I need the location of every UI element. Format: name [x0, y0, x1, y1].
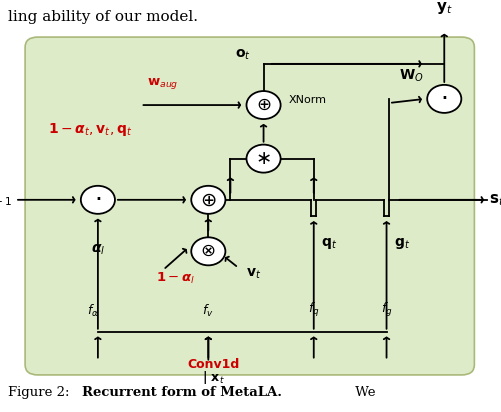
Text: $\mathbf{W}_{O}$: $\mathbf{W}_{O}$: [398, 68, 423, 84]
Text: $\mathbf{o}_{t}$: $\mathbf{o}_{t}$: [235, 47, 250, 62]
Text: $\mathbf{w}_{aug}$: $\mathbf{w}_{aug}$: [147, 76, 178, 91]
Text: $f_{\alpha}$: $f_{\alpha}$: [87, 303, 99, 319]
Text: ·: ·: [94, 188, 102, 212]
Text: We: We: [351, 386, 375, 399]
Circle shape: [246, 91, 280, 119]
Text: Conv1d: Conv1d: [187, 358, 239, 372]
Text: $\mathbf{g}_{t}$: $\mathbf{g}_{t}$: [393, 236, 409, 251]
Circle shape: [191, 186, 225, 214]
Text: Recurrent form of MetaLA.: Recurrent form of MetaLA.: [82, 386, 281, 399]
Text: $\mathbf{v}_{t}$: $\mathbf{v}_{t}$: [245, 267, 261, 281]
Text: $\mathbf{q}_{t}$: $\mathbf{q}_{t}$: [321, 236, 337, 251]
Circle shape: [81, 186, 115, 214]
Circle shape: [426, 85, 460, 113]
Circle shape: [191, 237, 225, 265]
Text: ⊗: ⊗: [200, 242, 215, 260]
Text: ·: ·: [439, 87, 447, 111]
Text: ling ability of our model.: ling ability of our model.: [8, 10, 197, 24]
Text: $f_{v}$: $f_{v}$: [202, 303, 214, 319]
Text: ∗: ∗: [255, 149, 271, 168]
Text: ⊕: ⊕: [200, 190, 216, 209]
Circle shape: [246, 145, 280, 173]
Text: $\mathbf{s}_{t-1}$: $\mathbf{s}_{t-1}$: [0, 192, 13, 208]
Text: | $\mathbf{x}_{t}$: | $\mathbf{x}_{t}$: [201, 369, 224, 386]
Text: $\mathbf{y}_{t}$: $\mathbf{y}_{t}$: [435, 0, 452, 16]
Text: $\boldsymbol{\alpha}_{l}$: $\boldsymbol{\alpha}_{l}$: [91, 243, 105, 257]
Text: ⊕: ⊕: [256, 96, 271, 114]
Text: $f_{q}$: $f_{q}$: [307, 301, 319, 319]
Text: $\mathbf{s}_{t}$: $\mathbf{s}_{t}$: [488, 192, 501, 208]
Text: $f_{g}$: $f_{g}$: [380, 301, 392, 319]
FancyBboxPatch shape: [25, 37, 473, 375]
Text: XNorm: XNorm: [288, 95, 326, 105]
Text: $\mathbf{1}-\boldsymbol{\alpha}_{l}$: $\mathbf{1}-\boldsymbol{\alpha}_{l}$: [155, 271, 194, 286]
Text: $\mathbf{1}-\boldsymbol{\alpha}_{t},\mathbf{v}_{t},\mathbf{q}_{t}$: $\mathbf{1}-\boldsymbol{\alpha}_{t},\mat…: [48, 121, 132, 138]
Text: Figure 2:: Figure 2:: [8, 386, 77, 399]
